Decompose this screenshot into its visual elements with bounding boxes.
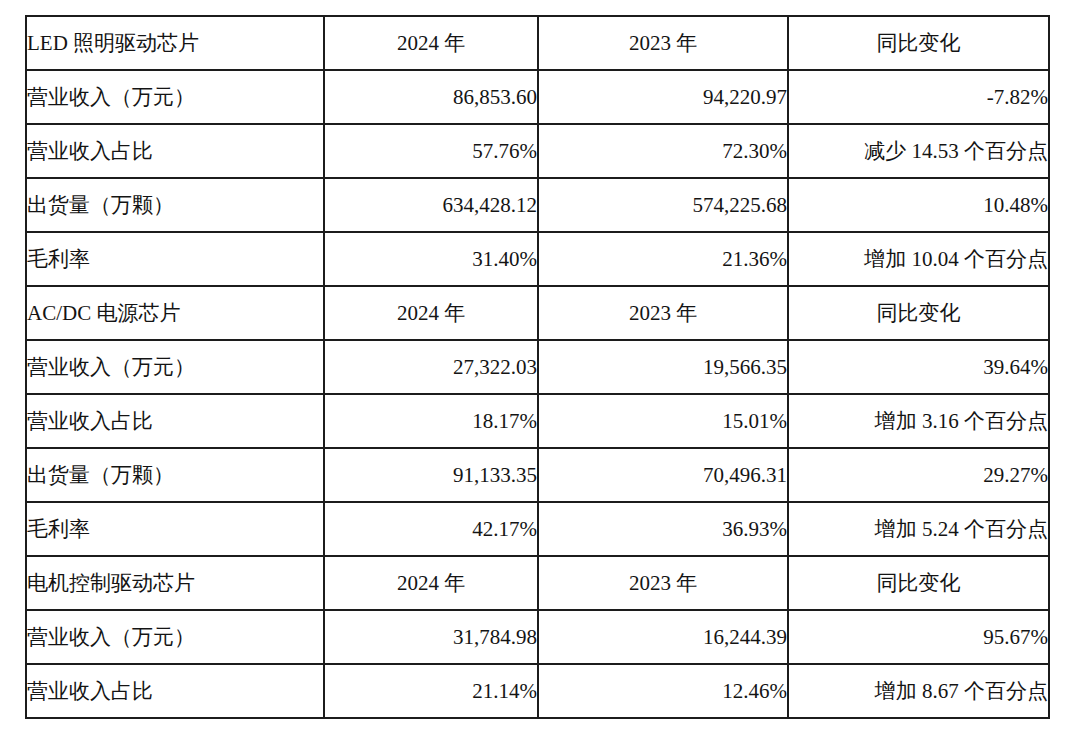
table-row: 营业收入（万元） 27,322.03 19,566.35 39.64%: [26, 340, 1049, 394]
value-2024-cell: 91,133.35: [324, 448, 538, 502]
year-2023-header: 2023 年: [538, 286, 788, 340]
yoy-change-cell: 增加 10.04 个百分点: [788, 232, 1049, 286]
yoy-change-cell: 29.27%: [788, 448, 1049, 502]
value-2024-cell: 18.17%: [324, 394, 538, 448]
metric-label-cell: 营业收入占比: [26, 664, 324, 718]
table-row: 出货量（万颗） 91,133.35 70,496.31 29.27%: [26, 448, 1049, 502]
metric-label-cell: 营业收入（万元）: [26, 340, 324, 394]
value-2024-cell: 31.40%: [324, 232, 538, 286]
value-2023-cell: 94,220.97: [538, 70, 788, 124]
yoy-change-header: 同比变化: [788, 286, 1049, 340]
table-row: 毛利率 42.17% 36.93% 增加 5.24 个百分点: [26, 502, 1049, 556]
financial-table-body: LED 照明驱动芯片 2024 年 2023 年 同比变化 营业收入（万元） 8…: [26, 16, 1049, 718]
year-2023-header: 2023 年: [538, 556, 788, 610]
metric-label-cell: 营业收入（万元）: [26, 70, 324, 124]
section-header-row: AC/DC 电源芯片 2024 年 2023 年 同比变化: [26, 286, 1049, 340]
year-2024-header: 2024 年: [324, 286, 538, 340]
value-2023-cell: 15.01%: [538, 394, 788, 448]
metric-label-cell: 营业收入占比: [26, 124, 324, 178]
year-2023-header: 2023 年: [538, 16, 788, 70]
report-page: LED 照明驱动芯片 2024 年 2023 年 同比变化 营业收入（万元） 8…: [0, 0, 1080, 732]
value-2024-cell: 634,428.12: [324, 178, 538, 232]
table-row: 营业收入占比 57.76% 72.30% 减少 14.53 个百分点: [26, 124, 1049, 178]
table-row: 营业收入占比 21.14% 12.46% 增加 8.67 个百分点: [26, 664, 1049, 718]
value-2024-cell: 27,322.03: [324, 340, 538, 394]
product-header-cell: AC/DC 电源芯片: [26, 286, 324, 340]
value-2024-cell: 21.14%: [324, 664, 538, 718]
value-2023-cell: 19,566.35: [538, 340, 788, 394]
yoy-change-cell: 10.48%: [788, 178, 1049, 232]
yoy-change-cell: 增加 8.67 个百分点: [788, 664, 1049, 718]
yoy-change-cell: 增加 5.24 个百分点: [788, 502, 1049, 556]
value-2024-cell: 86,853.60: [324, 70, 538, 124]
yoy-change-cell: 39.64%: [788, 340, 1049, 394]
section-header-row: LED 照明驱动芯片 2024 年 2023 年 同比变化: [26, 16, 1049, 70]
yoy-change-cell: 增加 3.16 个百分点: [788, 394, 1049, 448]
metric-label-cell: 出货量（万颗）: [26, 448, 324, 502]
value-2024-cell: 31,784.98: [324, 610, 538, 664]
yoy-change-header: 同比变化: [788, 556, 1049, 610]
yoy-change-cell: -7.82%: [788, 70, 1049, 124]
value-2023-cell: 12.46%: [538, 664, 788, 718]
table-row: 营业收入占比 18.17% 15.01% 增加 3.16 个百分点: [26, 394, 1049, 448]
yoy-change-cell: 95.67%: [788, 610, 1049, 664]
yoy-change-cell: 减少 14.53 个百分点: [788, 124, 1049, 178]
metric-label-cell: 毛利率: [26, 232, 324, 286]
product-financials-table: LED 照明驱动芯片 2024 年 2023 年 同比变化 营业收入（万元） 8…: [25, 15, 1050, 719]
year-2024-header: 2024 年: [324, 556, 538, 610]
value-2024-cell: 57.76%: [324, 124, 538, 178]
value-2023-cell: 72.30%: [538, 124, 788, 178]
product-header-cell: 电机控制驱动芯片: [26, 556, 324, 610]
value-2023-cell: 36.93%: [538, 502, 788, 556]
metric-label-cell: 营业收入（万元）: [26, 610, 324, 664]
product-header-cell: LED 照明驱动芯片: [26, 16, 324, 70]
value-2023-cell: 21.36%: [538, 232, 788, 286]
table-row: 出货量（万颗） 634,428.12 574,225.68 10.48%: [26, 178, 1049, 232]
section-header-row: 电机控制驱动芯片 2024 年 2023 年 同比变化: [26, 556, 1049, 610]
table-row: 营业收入（万元） 86,853.60 94,220.97 -7.82%: [26, 70, 1049, 124]
table-row: 毛利率 31.40% 21.36% 增加 10.04 个百分点: [26, 232, 1049, 286]
yoy-change-header: 同比变化: [788, 16, 1049, 70]
metric-label-cell: 出货量（万颗）: [26, 178, 324, 232]
value-2023-cell: 574,225.68: [538, 178, 788, 232]
value-2024-cell: 42.17%: [324, 502, 538, 556]
metric-label-cell: 营业收入占比: [26, 394, 324, 448]
year-2024-header: 2024 年: [324, 16, 538, 70]
metric-label-cell: 毛利率: [26, 502, 324, 556]
table-row: 营业收入（万元） 31,784.98 16,244.39 95.67%: [26, 610, 1049, 664]
value-2023-cell: 16,244.39: [538, 610, 788, 664]
value-2023-cell: 70,496.31: [538, 448, 788, 502]
